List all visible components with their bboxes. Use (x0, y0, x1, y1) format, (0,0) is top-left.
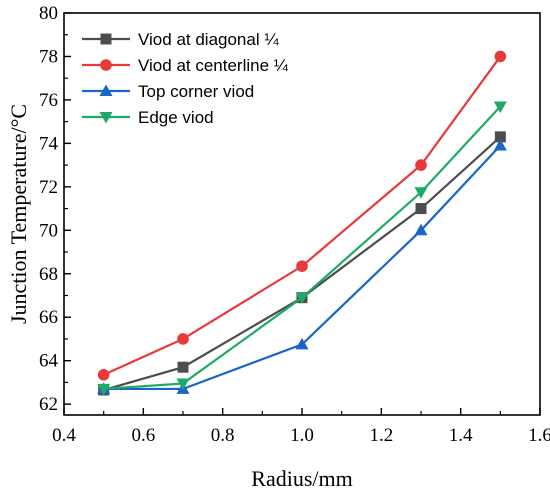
y-tick-label: 68 (39, 264, 58, 285)
legend-label: Viod at centerline ¼ (138, 56, 289, 75)
y-tick-label: 76 (39, 90, 58, 111)
legend-marker (100, 33, 112, 45)
data-point (414, 187, 428, 199)
y-tick-label: 64 (39, 351, 59, 372)
series-line (103, 55, 502, 376)
legend-marker (100, 59, 112, 71)
data-point (295, 292, 309, 305)
series-4 (97, 101, 507, 396)
y-tick-label: 78 (39, 46, 58, 67)
data-point (415, 159, 427, 171)
x-tick-label: 0.6 (131, 425, 155, 446)
data-point (295, 337, 309, 350)
legend-entry: Edge viod (82, 108, 214, 127)
y-tick-label: 72 (39, 177, 58, 198)
data-point (415, 203, 427, 215)
legend-entry: Viod at diagonal ¼ (82, 30, 279, 49)
data-point (176, 378, 190, 390)
x-axis-title: Radius/mm (251, 466, 352, 491)
legend-entry: Viod at centerline ¼ (82, 56, 289, 75)
data-point (296, 260, 308, 272)
x-tick-label: 1.2 (369, 425, 393, 446)
legend-marker (99, 84, 113, 96)
data-point (493, 139, 507, 151)
data-point (494, 131, 506, 143)
y-tick-label: 74 (39, 133, 59, 154)
data-point (493, 101, 507, 113)
legend-marker (99, 112, 113, 124)
y-tick-label: 66 (39, 307, 58, 328)
legend-label: Viod at diagonal ¼ (138, 30, 279, 49)
legend: Viod at diagonal ¼ Viod at centerline ¼ To… (82, 30, 289, 127)
y-tick-label: 70 (39, 220, 58, 241)
data-point (97, 383, 111, 396)
y-tick-label: 80 (39, 3, 58, 24)
axis-ticks: 0.4 0.6 0.8 1.0 1.2 1.4 1.6 62 64 66 68 70 72 74 76 78 8… (39, 3, 550, 446)
legend-entry: Top corner viod (82, 82, 254, 101)
x-tick-label: 0.8 (211, 425, 235, 446)
data-point (97, 369, 110, 381)
series-2 (97, 50, 507, 381)
y-axis-title: Junction Temperature/°C (6, 104, 31, 324)
data-point (414, 223, 428, 236)
x-tick-label: 1.0 (290, 425, 314, 446)
data-point (177, 333, 189, 345)
data-point (494, 50, 507, 63)
y-tick-label: 62 (39, 394, 58, 415)
legend-label: Edge viod (138, 108, 214, 127)
x-tick-label: 1.6 (528, 425, 550, 446)
legend-label: Top corner viod (138, 82, 254, 101)
x-tick-label: 1.4 (449, 425, 473, 446)
data-point (177, 361, 189, 373)
x-tick-label: 0.4 (52, 425, 76, 446)
plot-frame (63, 12, 541, 416)
plot-marks (97, 50, 507, 396)
